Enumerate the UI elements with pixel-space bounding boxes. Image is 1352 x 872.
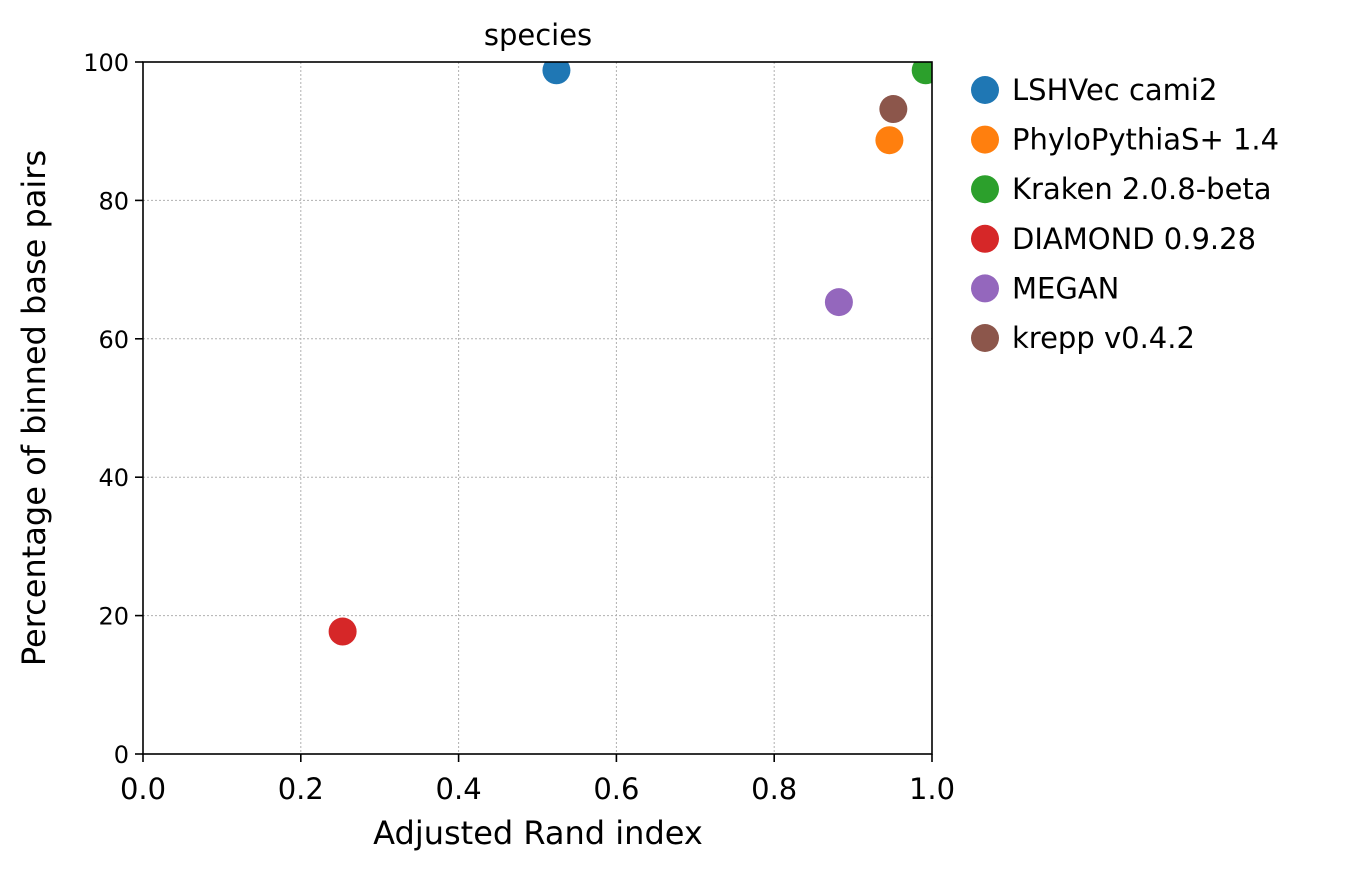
point-megan (824, 288, 853, 317)
x-tick-label: 0.8 (751, 772, 797, 806)
point-kraken-2-0-8-beta (911, 62, 932, 85)
chart-title: species (484, 18, 592, 52)
x-tick-label: 0.0 (120, 772, 166, 806)
data-points (328, 62, 932, 646)
point-lshvec-cami2 (542, 62, 571, 85)
legend-marker-krepp-v0-4-2 (971, 324, 999, 352)
axis-ticks: 0.0 0.2 0.4 0.6 0.8 1.0 0 20 40 60 80 100 (83, 49, 955, 806)
legend-label-megan: MEGAN (1012, 271, 1119, 305)
point-diamond-0-9-28 (328, 617, 357, 646)
legend-marker-diamond-0-9-28 (971, 224, 999, 253)
y-tick-label: 80 (98, 187, 129, 215)
legend-marker-megan (971, 274, 999, 303)
x-axis-label: Adjusted Rand index (373, 814, 703, 852)
legend-marker-lshvec-cami2 (971, 76, 999, 104)
x-tick-label: 0.4 (436, 772, 482, 806)
x-tick-label: 1.0 (909, 772, 955, 806)
y-tick-label: 60 (98, 326, 129, 354)
y-tick-label: 0 (114, 741, 129, 769)
legend-label-krepp-v0-4-2: krepp v0.4.2 (1012, 321, 1195, 355)
legend-marker-phylopythias-1-4 (971, 125, 999, 154)
point-phylopythias-1-4 (875, 126, 904, 155)
x-tick-label: 0.6 (593, 772, 639, 806)
legend-label-diamond-0-9-28: DIAMOND 0.9.28 (1012, 222, 1256, 256)
x-tick-label: 0.2 (278, 772, 324, 806)
legend: LSHVec cami2 PhyloPythiaS+ 1.4 Kraken 2.0.… (971, 73, 1279, 355)
y-tick-label: 40 (98, 464, 129, 492)
y-axis-label: Percentage of binned base pairs (15, 150, 53, 666)
plot-frame (142, 61, 933, 755)
y-tick-label: 100 (83, 49, 129, 77)
y-tick-label: 20 (98, 603, 129, 631)
legend-label-lshvec-cami2: LSHVec cami2 (1012, 73, 1217, 107)
legend-label-phylopythias-1-4: PhyloPythiaS+ 1.4 (1012, 123, 1279, 157)
grid-lines (142, 61, 933, 755)
legend-marker-kraken-2-0-8-beta (971, 175, 999, 204)
point-krepp-v0-4-2 (879, 95, 908, 124)
legend-label-kraken-2-0-8-beta: Kraken 2.0.8-beta (1012, 172, 1272, 206)
